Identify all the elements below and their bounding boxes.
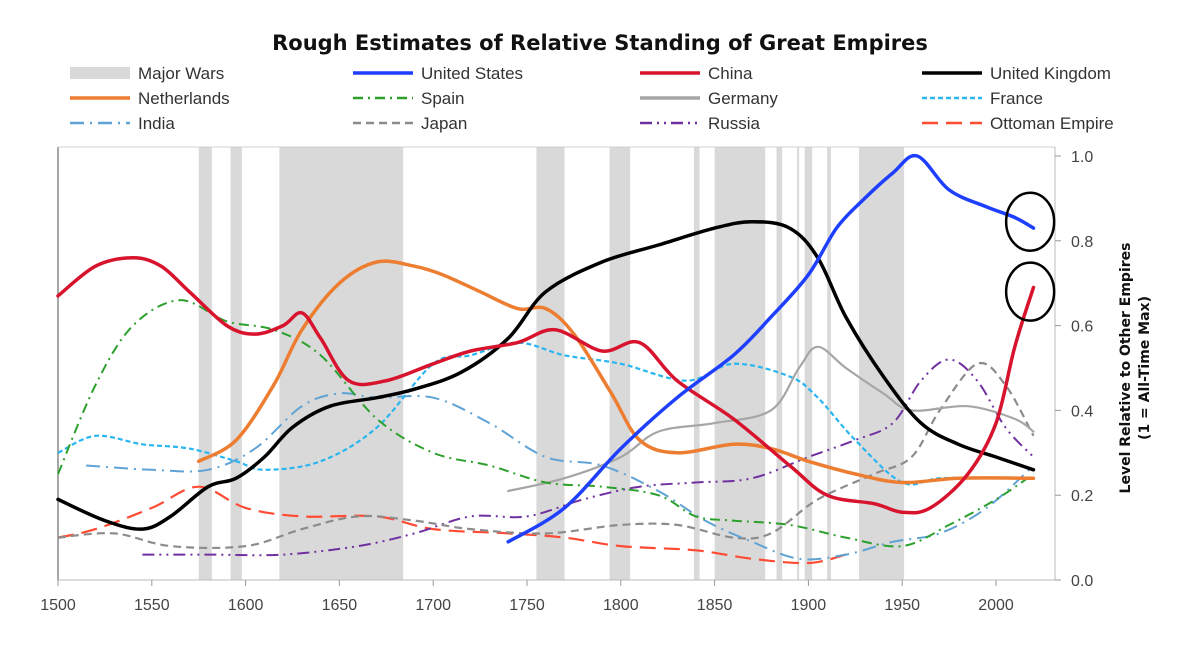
legend-label-major-wars: Major Wars xyxy=(138,64,224,83)
x-tick-label: 1900 xyxy=(791,597,827,614)
legend-label-germany: Germany xyxy=(708,89,778,108)
legend-label-france: France xyxy=(990,89,1043,108)
y-tick-label: 0.6 xyxy=(1071,319,1093,336)
x-tick-label: 1850 xyxy=(697,597,733,614)
x-tick-label: 1700 xyxy=(415,597,451,614)
legend-label-united-states: United States xyxy=(421,64,523,83)
y-axis-label: Level Relative to Other Empires xyxy=(1118,243,1134,494)
series-line-russia xyxy=(142,358,1035,557)
y-tick-label: 0.4 xyxy=(1071,403,1093,420)
major-wars-bands xyxy=(198,147,905,580)
series-line-united-kingdom xyxy=(56,219,1036,531)
y-axis: 0.0 0.2 0.4 0.6 0.8 1.0 xyxy=(1055,149,1093,590)
war-band xyxy=(609,147,631,580)
annotation-circle-united-states xyxy=(1004,191,1056,252)
legend-swatch-major-wars xyxy=(70,67,130,79)
x-tick-label: 1650 xyxy=(322,597,358,614)
series-line-india xyxy=(86,392,1035,561)
chart-title: Rough Estimates of Relative Standing of … xyxy=(272,31,928,55)
x-tick-label: 1750 xyxy=(509,597,545,614)
annotation-circle-china xyxy=(1004,261,1056,322)
series-line-china xyxy=(56,256,1036,515)
legend-label-netherlands: Netherlands xyxy=(138,89,230,108)
war-band xyxy=(230,147,242,580)
war-band xyxy=(279,147,404,580)
war-band xyxy=(776,147,783,580)
legend-label-japan: Japan xyxy=(421,114,467,133)
y-tick-label: 0.0 xyxy=(1071,573,1093,590)
y-tick-label: 0.2 xyxy=(1071,488,1093,505)
x-tick-label: 1500 xyxy=(40,597,76,614)
legend-label-india: India xyxy=(138,114,175,133)
series-line-ottoman-empire xyxy=(57,485,847,565)
x-tick-label: 1600 xyxy=(228,597,264,614)
legend-label-china: China xyxy=(708,64,753,83)
legend-label-russia: Russia xyxy=(708,114,761,133)
annotations xyxy=(1004,191,1056,322)
war-band xyxy=(797,147,800,580)
series-lines xyxy=(56,153,1036,565)
series-line-germany xyxy=(507,345,1035,493)
y-axis-label-line2: (1 = All-Time Max) xyxy=(1137,296,1153,440)
legend: Major Wars United States China United Kingd… xyxy=(70,64,1114,133)
war-band xyxy=(859,147,905,580)
series-line-japan xyxy=(57,361,1035,550)
series-line-spain xyxy=(57,299,1035,548)
y-tick-label: 1.0 xyxy=(1071,149,1093,166)
war-band xyxy=(536,147,565,580)
series-line-united-states xyxy=(506,153,1036,544)
x-tick-label: 1800 xyxy=(603,597,639,614)
war-band xyxy=(827,147,831,580)
war-band xyxy=(804,147,813,580)
war-band xyxy=(693,147,700,580)
plot-frame xyxy=(57,146,1056,581)
x-axis: 1500 1550 1600 1650 1700 1750 1800 1850 1900 1950… xyxy=(40,580,1014,614)
x-tick-label: 2000 xyxy=(978,597,1014,614)
x-tick-label: 1550 xyxy=(134,597,170,614)
y-tick-label: 0.8 xyxy=(1071,234,1093,251)
series-line-netherlands xyxy=(196,259,1036,485)
series-line-france xyxy=(57,341,1034,486)
war-band xyxy=(198,147,212,580)
legend-label-ottoman-empire: Ottoman Empire xyxy=(990,114,1114,133)
x-tick-label: 1950 xyxy=(884,597,920,614)
legend-label-spain: Spain xyxy=(421,89,464,108)
legend-label-united-kingdom: United Kingdom xyxy=(990,64,1111,83)
